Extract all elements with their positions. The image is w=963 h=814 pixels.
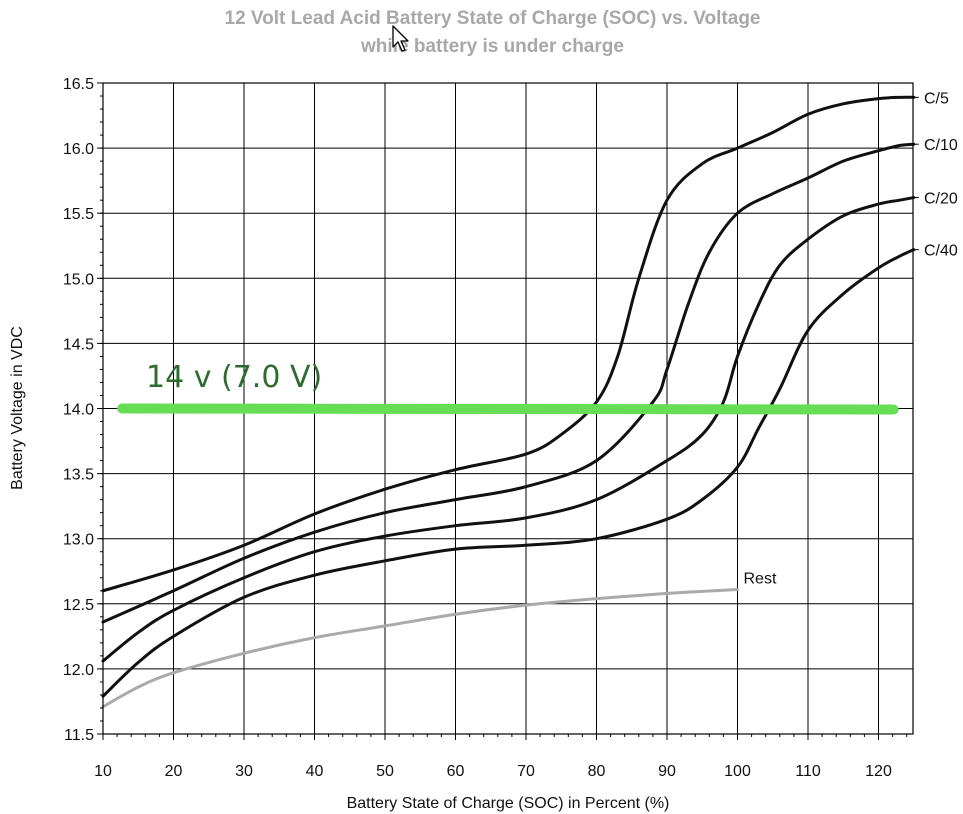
y-tick-label: 14.0 [63, 402, 94, 419]
series-line-c-40 [101, 248, 916, 698]
y-tick-label: 13.5 [63, 467, 94, 484]
y-tick-label: 13.0 [63, 532, 94, 549]
chart-title: 12 Volt Lead Acid Battery State of Charg… [224, 8, 761, 29]
x-tick-label: 30 [235, 763, 253, 780]
x-tick-label: 90 [658, 763, 676, 780]
mouse-cursor-icon [392, 25, 409, 52]
y-tick-label: 16.0 [63, 141, 94, 158]
x-tick-label: 40 [306, 763, 324, 780]
x-tick-label: 100 [724, 763, 751, 780]
series-line-c-10 [101, 142, 916, 624]
x-axis-label: Battery State of Charge (SOC) in Percent… [347, 795, 670, 812]
series-label-c-40: C/40 [924, 243, 958, 260]
y-axis-label: Battery Voltage in VDC [9, 326, 26, 490]
x-tick-label: 70 [517, 763, 535, 780]
series-label-rest: Rest [744, 570, 777, 587]
cursor-arrow [392, 25, 409, 52]
x-tick-label: 110 [795, 763, 821, 780]
annotation-group: 14 v (7.0 V) [117, 360, 899, 415]
y-tick-label: 15.0 [63, 271, 94, 288]
y-tick-label: 14.5 [63, 336, 94, 353]
x-tick-label: 20 [165, 763, 183, 780]
series-line-rest [101, 587, 739, 709]
y-tick-label: 12.0 [63, 662, 94, 679]
series-label-c-5: C/5 [924, 90, 949, 107]
plot-frame [102, 82, 914, 735]
y-tick-label: 11.5 [64, 727, 94, 744]
axes: 11.5 12.0 12.5 13.0 13.5 14.0 14.5 15.0 15.5 16.0… [63, 76, 914, 780]
x-tick-label: 10 [94, 763, 112, 780]
annotation-text: 14 v (7.0 V) [146, 360, 322, 395]
y-tick-label: 12.5 [63, 597, 94, 614]
y-tick-label: 16.5 [63, 76, 94, 93]
series-label-c-10: C/10 [924, 137, 958, 154]
x-tick-label: 120 [865, 763, 892, 780]
x-tick-label: 50 [376, 763, 394, 780]
y-tick-label: 15.5 [63, 206, 94, 223]
x-tick-label: 80 [588, 763, 606, 780]
annotation-line [117, 403, 899, 415]
x-tick-label: 60 [447, 763, 465, 780]
chart-subtitle: while battery is under charge [361, 36, 624, 57]
series-line-c-20 [101, 196, 916, 663]
series-line-c-5 [101, 95, 916, 593]
series-label-c-20: C/20 [924, 191, 958, 208]
rest-label-bg [740, 569, 787, 590]
series-curves: C/5 C/10 C/20 C/40 Rest [101, 90, 958, 709]
